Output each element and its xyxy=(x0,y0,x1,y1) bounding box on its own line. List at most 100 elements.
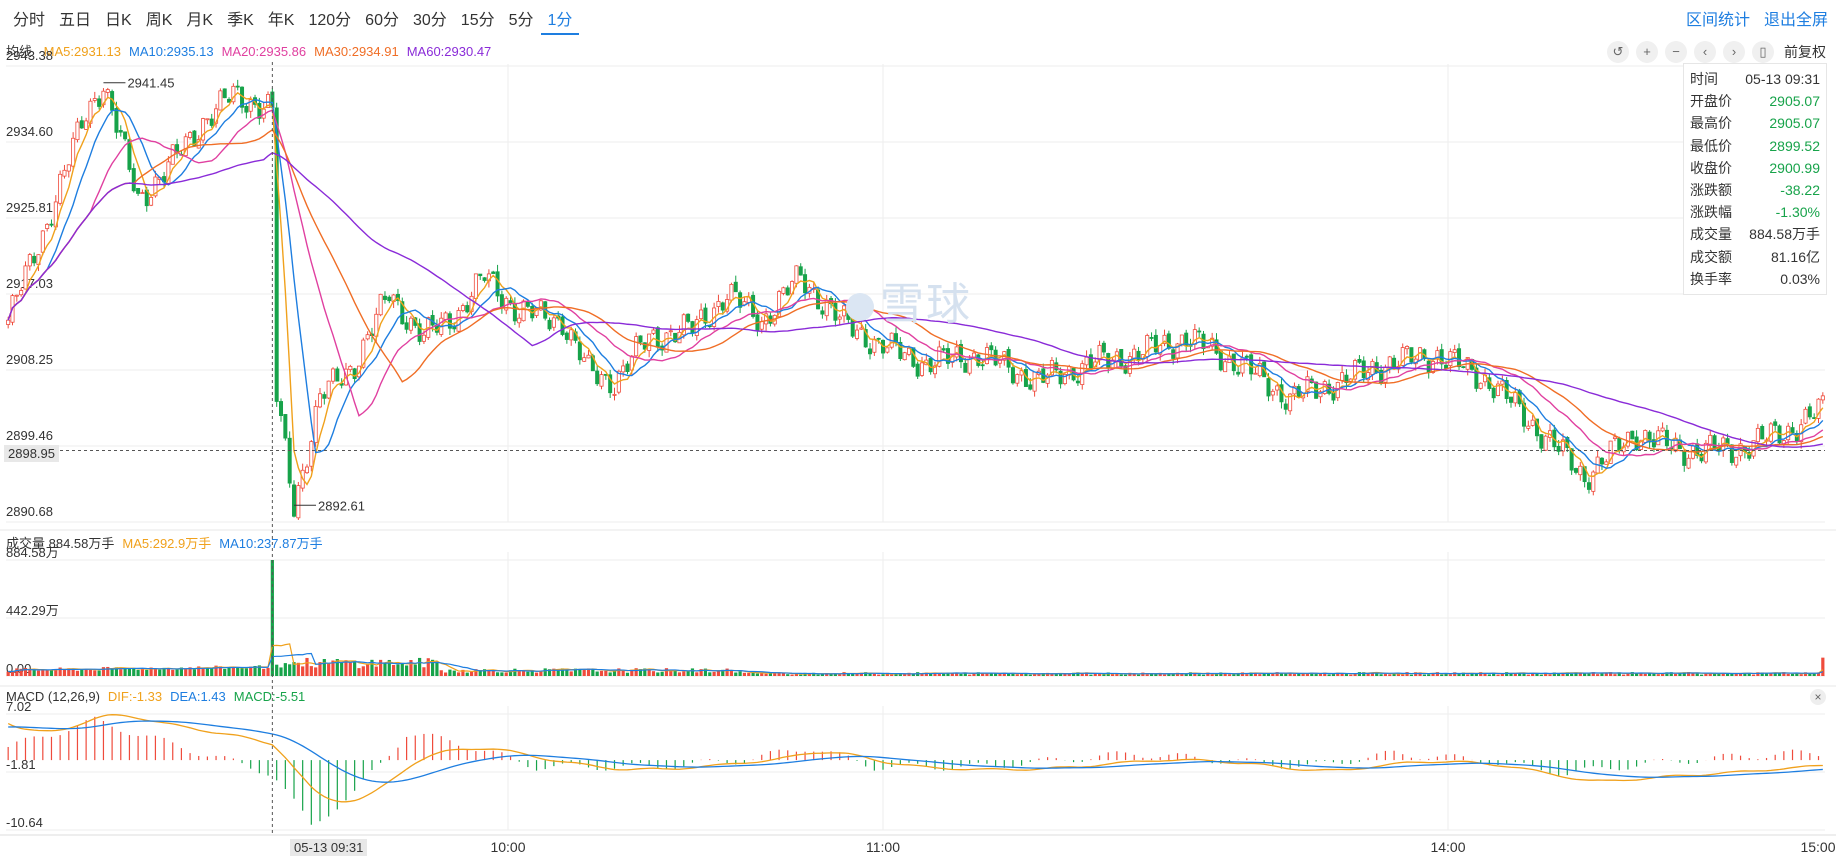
zoom-out-icon[interactable]: − xyxy=(1665,41,1687,63)
tab-0[interactable]: 分时 xyxy=(13,12,46,29)
volume-bar xyxy=(45,670,49,676)
volume-bar xyxy=(1570,673,1574,676)
scroll-right-icon[interactable]: › xyxy=(1723,41,1745,63)
candle-body xyxy=(114,108,119,133)
range-icon[interactable]: ▯ xyxy=(1752,41,1774,63)
tab-7[interactable]: 120分 xyxy=(308,12,352,29)
close-macd-icon[interactable]: × xyxy=(1810,689,1826,705)
volume-bar xyxy=(885,672,889,676)
candle-body xyxy=(898,341,903,359)
volume-bar xyxy=(543,668,547,676)
volume-bar xyxy=(647,669,651,676)
volume-bar xyxy=(1617,672,1621,676)
volume-bar xyxy=(1223,673,1227,676)
volume-bar xyxy=(660,671,664,676)
tab-12[interactable]: 1分 xyxy=(540,9,580,35)
fuquan-label[interactable]: 前复权 xyxy=(1784,44,1826,60)
volume-bar xyxy=(513,668,517,676)
tab-2[interactable]: 日K xyxy=(105,12,132,29)
tab-3[interactable]: 周K xyxy=(145,12,173,29)
price-tick-label: 2925.81 xyxy=(6,200,53,215)
candle-body xyxy=(971,352,976,358)
candle-body xyxy=(196,139,201,149)
candle-body xyxy=(40,230,45,253)
volume-bar xyxy=(1487,674,1491,676)
candle-body xyxy=(980,364,985,367)
volume-bar xyxy=(426,658,430,676)
volume-bar xyxy=(88,669,93,676)
candle-body xyxy=(149,196,154,206)
volume-bar xyxy=(890,674,894,676)
exit-fullscreen-link[interactable]: 退出全屏 xyxy=(1763,12,1828,29)
volume-bar xyxy=(140,669,145,676)
volume-bar xyxy=(755,673,760,676)
macd-tick-label: 7.02 xyxy=(6,699,31,714)
volume-bar xyxy=(387,659,391,676)
scroll-left-icon[interactable]: ‹ xyxy=(1694,41,1716,63)
volume-bar xyxy=(1535,673,1539,676)
candle-body xyxy=(1586,482,1591,490)
volume-bar xyxy=(1440,674,1444,676)
info-value: 884.58万手 xyxy=(1749,226,1820,243)
volume-bar xyxy=(166,668,171,676)
time-axis-label: 14:00 xyxy=(1430,839,1465,855)
volume-bar xyxy=(838,674,842,676)
volume-tick-label: 442.29万 xyxy=(6,603,59,618)
volume-bar xyxy=(1457,673,1461,676)
tab-11[interactable]: 5分 xyxy=(508,12,534,29)
macdLegend-item: DEA:1.43 xyxy=(170,689,226,704)
candle-body xyxy=(872,338,877,353)
volume-bar xyxy=(1054,673,1058,676)
candle-body xyxy=(499,294,504,308)
volume-bar xyxy=(456,672,461,676)
volume-bar xyxy=(1375,672,1379,676)
volume-bar xyxy=(1704,673,1708,676)
volume-bar xyxy=(1639,672,1643,676)
volume-bar xyxy=(1366,673,1370,676)
volume-bar xyxy=(262,668,266,676)
candle-body xyxy=(625,363,630,372)
tab-10[interactable]: 15分 xyxy=(460,12,495,29)
candle-body xyxy=(1543,435,1548,451)
candle-body xyxy=(1591,471,1596,492)
volume-bar xyxy=(1297,673,1301,676)
volume-bar xyxy=(608,672,612,676)
volume-bar xyxy=(877,674,881,676)
volume-bar xyxy=(231,666,235,676)
candle-body xyxy=(1729,444,1734,463)
candle-body xyxy=(131,168,136,192)
candle-body xyxy=(577,341,582,361)
range-stats-link[interactable]: 区间统计 xyxy=(1685,12,1750,29)
tab-6[interactable]: 年K xyxy=(267,12,295,29)
tab-4[interactable]: 月K xyxy=(186,12,214,29)
candle-body xyxy=(1686,457,1691,469)
volume-bar xyxy=(794,673,798,676)
tab-5[interactable]: 季K xyxy=(227,12,254,29)
volume-bar xyxy=(937,673,941,676)
volume-bar xyxy=(630,669,634,676)
zoom-in-icon[interactable]: + xyxy=(1636,41,1658,63)
volume-bar xyxy=(309,666,313,676)
candle-body xyxy=(634,336,639,357)
volume-bar xyxy=(1123,674,1128,676)
info-row: 成交量 884.58万手 xyxy=(1690,223,1820,245)
chart-controls: ↺ + − ‹ › ▯ 前复权 xyxy=(1600,41,1826,63)
candle-body xyxy=(1452,349,1457,353)
candle-body xyxy=(668,330,673,333)
volume-bar xyxy=(1076,672,1080,676)
tab-9[interactable]: 30分 xyxy=(412,12,447,29)
candle-body xyxy=(902,352,907,361)
tab-1[interactable]: 五日 xyxy=(59,12,92,29)
volume-bar xyxy=(292,662,296,676)
candle-body xyxy=(915,363,920,377)
volume-bar xyxy=(1565,672,1569,676)
volume-bar xyxy=(643,668,647,676)
volume-bar xyxy=(929,673,933,676)
volume-bar xyxy=(405,665,409,676)
volume-bar xyxy=(1725,673,1730,676)
volume-bar xyxy=(6,671,10,676)
tab-8[interactable]: 60分 xyxy=(365,12,399,29)
volume-bar xyxy=(197,666,201,676)
reset-icon[interactable]: ↺ xyxy=(1607,41,1629,63)
